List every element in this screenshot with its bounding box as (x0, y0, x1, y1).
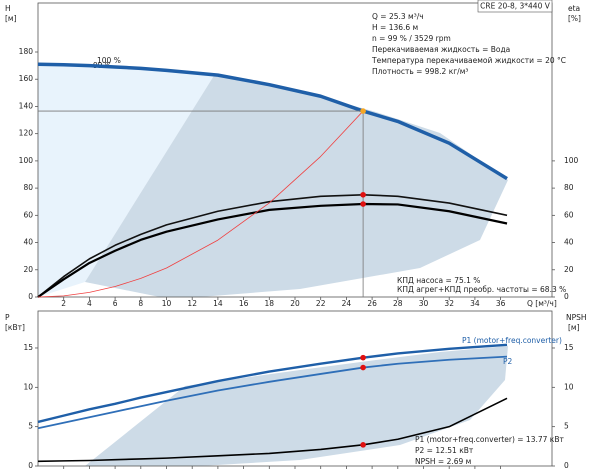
x-tick-label: 2 (61, 299, 66, 308)
info-line: Q = 25.3 м³/ч (372, 12, 424, 21)
operating-point (360, 108, 366, 114)
y-tick-label: 10 (23, 382, 33, 391)
curve (37, 355, 508, 430)
y2-tick-label: 40 (564, 238, 574, 247)
y2-axis-unit: [%] (568, 14, 581, 23)
x-tick-label: 28 (393, 299, 403, 308)
operating-point (360, 364, 366, 371)
title-box (477, 0, 553, 13)
operating-area (85, 74, 508, 297)
y-tick-label: 180 (19, 47, 34, 56)
note: NPSH = 2.69 м (415, 457, 471, 466)
y-tick-label: 5 (28, 422, 33, 431)
y-tick-label: 60 (23, 210, 33, 219)
y2-tick-label: 5 (564, 422, 569, 431)
info-line: H = 136.6 м (372, 23, 418, 32)
y2-tick-label: 0 (564, 461, 569, 470)
x-tick-label: 20 (290, 299, 300, 308)
operating-point (360, 442, 366, 448)
y2-axis-title: NPSH (566, 313, 587, 322)
y2-axis-title: eta (568, 4, 580, 13)
y2-tick-label: 0 (564, 292, 569, 301)
note: P1 (motor+freq.converter) = 13.77 кВт (415, 435, 564, 444)
x-tick-label: 24 (342, 299, 352, 308)
curve (37, 397, 508, 463)
info-line: n = 99 % / 3529 rpm (372, 34, 451, 43)
y-tick-label: 0 (28, 461, 33, 470)
y-axis-title: H (5, 4, 11, 13)
x-tick-label: 10 (162, 299, 172, 308)
x-axis-title: Q [м³/ч] (527, 299, 557, 308)
y2-tick-label: 10 (564, 382, 574, 391)
note: КПД насоса = 75.1 % (397, 276, 480, 285)
y-axis-unit: [м] (5, 14, 17, 23)
x-tick-label: 14 (213, 299, 223, 308)
y-axis-unit: [кВт] (5, 323, 25, 332)
note: P2 = 12.51 кВт (415, 446, 474, 455)
y-tick-label: 15 (23, 343, 33, 352)
operating-area (85, 346, 508, 466)
curve-label: 100 % (97, 56, 121, 65)
operating-point (360, 191, 366, 198)
y-tick-label: 0 (28, 292, 33, 301)
x-tick-label: 8 (138, 299, 143, 308)
y2-tick-label: 80 (564, 183, 574, 192)
x-tick-label: 30 (419, 299, 429, 308)
x-tick-label: 36 (496, 299, 506, 308)
y-tick-label: 80 (23, 183, 33, 192)
y-tick-label: 120 (19, 129, 34, 138)
x-tick-label: 12 (187, 299, 197, 308)
operating-point (360, 201, 366, 207)
y2-tick-label: 15 (564, 343, 574, 352)
y-tick-label: 160 (19, 74, 34, 83)
y2-tick-label: 20 (564, 265, 574, 274)
curve (37, 193, 508, 298)
x-tick-label: 22 (316, 299, 326, 308)
series-label: P1 (motor+freq.converter) (462, 336, 562, 345)
y-tick-label: 40 (23, 238, 33, 247)
info-line: Температура перекачиваемой жидкости = 20… (371, 56, 566, 65)
info-line: Перекачиваемая жидкость = Вода (372, 45, 510, 54)
operating-point (360, 354, 366, 361)
x-tick-label: 6 (113, 299, 118, 308)
y-tick-label: 20 (23, 265, 33, 274)
x-tick-label: 18 (265, 299, 275, 308)
x-tick-label: 4 (87, 299, 92, 308)
y-tick-label: 140 (19, 101, 34, 110)
curve (37, 62, 508, 181)
y-tick-label: 100 (19, 156, 34, 165)
y2-tick-label: 60 (564, 210, 574, 219)
note: КПД агрег+КПД преобр. частоты = 68.3 % (397, 285, 566, 294)
info-line: Плотность = 998.2 кг/м³ (372, 67, 468, 76)
y-axis-title: P (5, 313, 10, 322)
curve (37, 202, 508, 298)
x-tick-label: 32 (444, 299, 454, 308)
range-area (38, 64, 215, 297)
curve (37, 110, 364, 298)
x-tick-label: 16 (239, 299, 249, 308)
series-label: P2 (503, 357, 513, 366)
curve (37, 343, 508, 424)
x-tick-label: 34 (470, 299, 480, 308)
chart-title: CRE 20-8, 3*440 V (480, 2, 551, 11)
x-tick-label: 26 (367, 299, 377, 308)
y2-tick-label: 100 (564, 156, 579, 165)
y2-axis-unit: [м] (568, 323, 580, 332)
